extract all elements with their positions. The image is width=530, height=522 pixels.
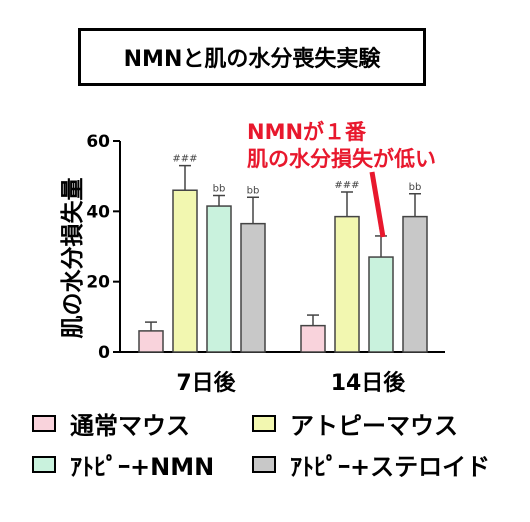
legend-swatch-0 <box>32 415 56 432</box>
bar-1-0 <box>300 324 326 353</box>
bar-0-1 <box>172 189 198 353</box>
bar-1-3 <box>402 215 428 353</box>
legend-swatch-2 <box>32 456 56 473</box>
y-tick-label-1: 20 <box>86 273 110 293</box>
bar-0-0 <box>138 330 164 353</box>
chart-title-box: NMNと肌の水分喪失実験 <box>78 28 426 86</box>
annotation-line-2: 肌の水分損失が低い <box>247 147 436 171</box>
legend-label-1: アトピーマウス <box>290 412 458 440</box>
bar-0-3 <box>240 222 266 353</box>
annotation-line-1: NMNが１番 <box>247 120 367 144</box>
bar-0-2 <box>206 205 232 353</box>
annotation-pointer <box>369 171 386 238</box>
legend-item-0: 通常マウス <box>32 406 190 441</box>
sig-label-1-1: ### <box>334 180 359 191</box>
legend-label-2: ｱﾄﾋﾟｰ+NMN <box>70 453 215 481</box>
legend-label-0: 通常マウス <box>70 412 190 440</box>
legend-item-3: ｱﾄﾋﾟｰ+ステロイド <box>252 447 490 482</box>
chart-axes: 0 20 40 60 肌の水分損失量 7日後 14日後 <box>60 132 445 396</box>
x-category-label-1: 14日後 <box>331 370 407 396</box>
x-category-label-0: 7日後 <box>176 370 236 396</box>
bar-1-2 <box>368 256 394 353</box>
sig-label-0-3: bb <box>247 185 260 196</box>
legend-label-3: ｱﾄﾋﾟｰ+ステロイド <box>290 453 491 481</box>
chart-title: NMNと肌の水分喪失実験 <box>123 47 381 72</box>
legend-swatch-1 <box>252 415 276 432</box>
y-tick-label-3: 60 <box>86 132 110 152</box>
sig-label-0-2: bb <box>213 184 226 195</box>
y-tick-label-2: 40 <box>86 202 110 222</box>
y-tick-label-0: 0 <box>98 343 110 363</box>
sig-label-0-1: ### <box>172 154 197 165</box>
bar-1-1 <box>334 215 360 353</box>
legend-swatch-3 <box>252 456 276 473</box>
sig-label-1-3: bb <box>409 182 422 193</box>
y-axis-label: 肌の水分損失量 <box>60 178 86 339</box>
legend-item-2: ｱﾄﾋﾟｰ+NMN <box>32 447 214 482</box>
legend-item-1: アトピーマウス <box>252 406 458 441</box>
